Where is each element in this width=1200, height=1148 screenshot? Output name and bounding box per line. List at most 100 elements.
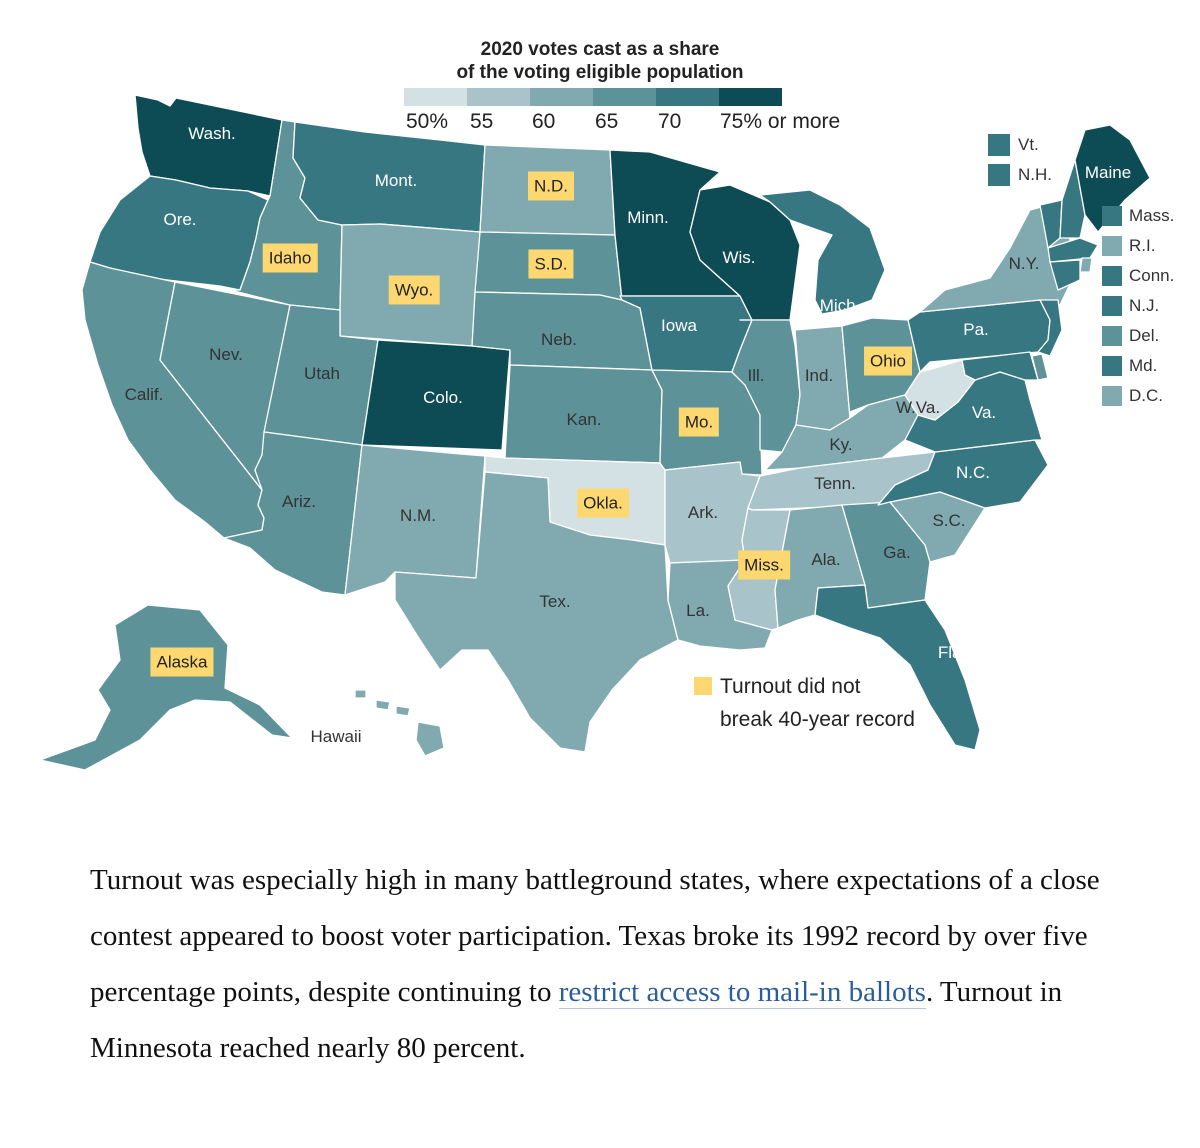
- ne-swatch-d-c: [1102, 386, 1122, 406]
- us-turnout-map: [39, 94, 1151, 771]
- state-label-n-y: N.Y.: [1008, 254, 1040, 273]
- state-label-n-d: N.D.: [528, 171, 574, 201]
- state-label-ind: Ind.: [804, 366, 834, 385]
- ne-label-n-j: N.J.: [1129, 296, 1160, 315]
- ne-swatch-n-h: [988, 164, 1010, 186]
- note-line2: break 40-year record: [720, 708, 915, 731]
- state-label-utah: Utah: [304, 364, 340, 383]
- ne-label-del: Del.: [1129, 326, 1160, 345]
- ne-swatch-conn: [1102, 266, 1122, 286]
- ne-label-md: Md.: [1129, 356, 1158, 375]
- state-label-n-c: N.C.: [956, 463, 990, 482]
- ne-label-r-i: R.I.: [1129, 236, 1156, 255]
- state-shape-r-i: [1079, 257, 1093, 273]
- state-label-la: La.: [686, 601, 710, 620]
- state-label-mont: Mont.: [374, 171, 418, 190]
- state-shape-n-c: [877, 439, 1049, 509]
- state-shape-hawaii: [354, 689, 445, 757]
- legend-tick-3: 65: [595, 110, 619, 133]
- state-label-nev: Nev.: [209, 345, 243, 364]
- highlight-swatch: [694, 677, 712, 695]
- legend-swatch-4: [656, 88, 719, 106]
- legend-title-line1: 2020 votes cast as a share: [480, 39, 720, 60]
- ne-swatch-vt: [988, 134, 1010, 156]
- ne-key-del: Del.: [1102, 326, 1159, 346]
- state-label-minn: Minn.: [627, 208, 669, 227]
- ne-key-n-h: N.H.: [988, 164, 1052, 186]
- state-shape-n-h: [1059, 159, 1086, 239]
- state-label-ala: Ala.: [811, 550, 841, 569]
- ne-label-vt: Vt.: [1018, 135, 1039, 154]
- ne-key-d-c: D.C.: [1102, 386, 1163, 406]
- state-label-mich: Mich.: [819, 296, 861, 315]
- state-shape-ill: [731, 319, 801, 453]
- state-label-wis: Wis.: [722, 248, 756, 267]
- state-label-tenn: Tenn.: [814, 474, 856, 493]
- state-label-miss: Miss.: [738, 550, 790, 580]
- legend-title-line2: of the voting eligible population: [456, 62, 744, 83]
- state-label-idaho: Idaho: [262, 243, 318, 273]
- note-line1: Turnout did not: [720, 675, 861, 698]
- state-label-ky: Ky.: [829, 435, 853, 454]
- state-label-wyo: Wyo.: [388, 275, 440, 305]
- ne-swatch-mass: [1102, 206, 1122, 226]
- legend-swatch-3: [593, 88, 656, 106]
- state-label-mo: Mo.: [678, 407, 720, 437]
- article-text-before: Turnout was especially high in many batt…: [90, 864, 1100, 1008]
- ne-swatch-r-i: [1102, 236, 1122, 256]
- state-shape-tex: [394, 471, 679, 753]
- article-text-after: . Turnout in Minnesota reached nearly 80…: [90, 976, 1063, 1064]
- state-shape-mich: [759, 189, 886, 315]
- state-label-alaska: Alaska: [150, 647, 214, 677]
- state-label-ill: Ill.: [747, 366, 765, 385]
- state-label-s-d: S.D.: [528, 249, 574, 279]
- state-shape-ariz: [223, 431, 363, 596]
- state-label-n-m: N.M.: [400, 506, 436, 525]
- ne-swatch-del: [1102, 326, 1122, 346]
- legend-tick-labels: 50% 55 60 65 70 75% or more: [390, 110, 890, 136]
- ne-label-conn: Conn.: [1129, 266, 1175, 285]
- state-label-hawaii: Hawaii: [310, 727, 362, 746]
- state-label-pa: Pa.: [963, 320, 989, 339]
- state-label-calif: Calif.: [124, 385, 164, 404]
- state-label-neb: Neb.: [541, 330, 577, 349]
- ne-key-mass: Mass.: [1102, 206, 1174, 226]
- legend-tick-5: 75% or more: [720, 110, 841, 133]
- state-shape-alaska: [39, 604, 293, 771]
- state-label-iowa: Iowa: [661, 316, 697, 335]
- ne-key-n-j: N.J.: [1102, 296, 1159, 316]
- legend-swatch-2: [530, 88, 593, 106]
- ne-label-mass: Mass.: [1129, 206, 1175, 225]
- state-shape-conn: [1049, 259, 1081, 291]
- legend-swatch-5: [719, 88, 782, 106]
- article-paragraph: Turnout was especially high in many batt…: [90, 852, 1150, 1076]
- legend-tick-1: 55: [470, 110, 494, 133]
- state-shape-n-j: [1037, 299, 1063, 357]
- ne-label-n-h: N.H.: [1018, 165, 1052, 184]
- legend-color-scale: [404, 88, 782, 106]
- state-label-s-c: S.C.: [932, 511, 966, 530]
- state-label-ga: Ga.: [883, 543, 911, 562]
- state-label-maine: Maine: [1084, 163, 1132, 182]
- state-shape-fla: [814, 584, 981, 751]
- state-label-wash: Wash.: [188, 124, 236, 143]
- ne-swatch-n-j: [1102, 296, 1122, 316]
- ne-key-vt: Vt.: [988, 134, 1039, 156]
- ne-key-md: Md.: [1102, 356, 1157, 376]
- state-shape-mass: [1047, 237, 1099, 263]
- mail-in-ballots-link[interactable]: restrict access to mail-in ballots: [558, 976, 926, 1009]
- ne-swatch-md: [1102, 356, 1122, 376]
- state-shape-colo: [361, 339, 511, 451]
- state-label-ariz: Ariz.: [282, 492, 316, 511]
- state-shape-md: [961, 351, 1039, 381]
- legend-swatch-1: [467, 88, 530, 106]
- state-label-fla: Fla.: [937, 643, 967, 662]
- legend-tick-2: 60: [532, 110, 556, 133]
- legend-swatch-0: [404, 88, 467, 106]
- ne-key-conn: Conn.: [1102, 266, 1174, 286]
- state-label-w-va: W.Va.: [895, 398, 941, 417]
- record-note: Turnout did not break 40-year record: [694, 670, 915, 736]
- state-label-ore: Ore.: [163, 210, 197, 229]
- ne-key-r-i: R.I.: [1102, 236, 1155, 256]
- state-label-tex: Tex.: [539, 592, 571, 611]
